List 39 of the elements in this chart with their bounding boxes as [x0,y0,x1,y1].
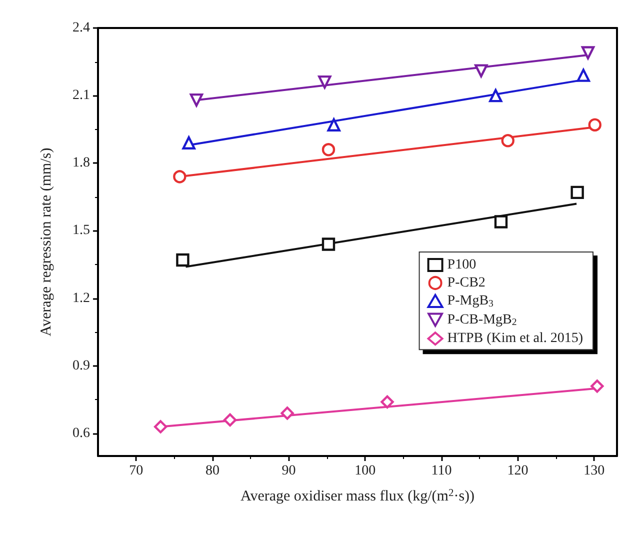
x-tick-label: 70 [129,464,144,478]
point [182,136,196,150]
point [173,170,186,184]
point [489,88,502,102]
y-tick-label: 2.1 [72,88,90,104]
legend-label: HTPB (Kim et al. 2015) [447,331,584,346]
y-tick-label: 1.2 [72,290,90,306]
point [501,134,514,148]
y-axis-title: Average regression rate (mm/s) [38,148,54,336]
point [576,68,590,82]
point [154,420,168,434]
y-tick-label: 1.5 [72,223,90,238]
point [280,406,294,420]
point [581,46,595,60]
y-tick-label: 0.9 [72,358,90,374]
point [327,118,340,132]
point [590,380,604,393]
x-tick-label: 130 [584,464,605,478]
point [474,64,488,78]
x-tick-label: 80 [205,464,220,478]
x-tick-label: 120 [507,464,528,478]
y-tick-label: 1.8 [72,156,90,171]
point [190,93,204,107]
legend-label: P-CB2 [447,276,486,290]
x-tick-label: 100 [354,464,376,478]
point [494,215,508,228]
point [322,238,336,251]
x-tick-label: 110 [431,464,452,478]
point [588,118,602,132]
point [570,186,584,200]
legend-label: P100 [447,258,476,272]
point [318,75,332,89]
x-tick-label: 90 [282,464,296,478]
point [223,413,237,427]
y-tick-label: 2.4 [72,20,90,36]
point [176,253,190,267]
point [322,143,336,156]
y-tick-label: 0.6 [72,426,90,441]
point [380,395,394,409]
